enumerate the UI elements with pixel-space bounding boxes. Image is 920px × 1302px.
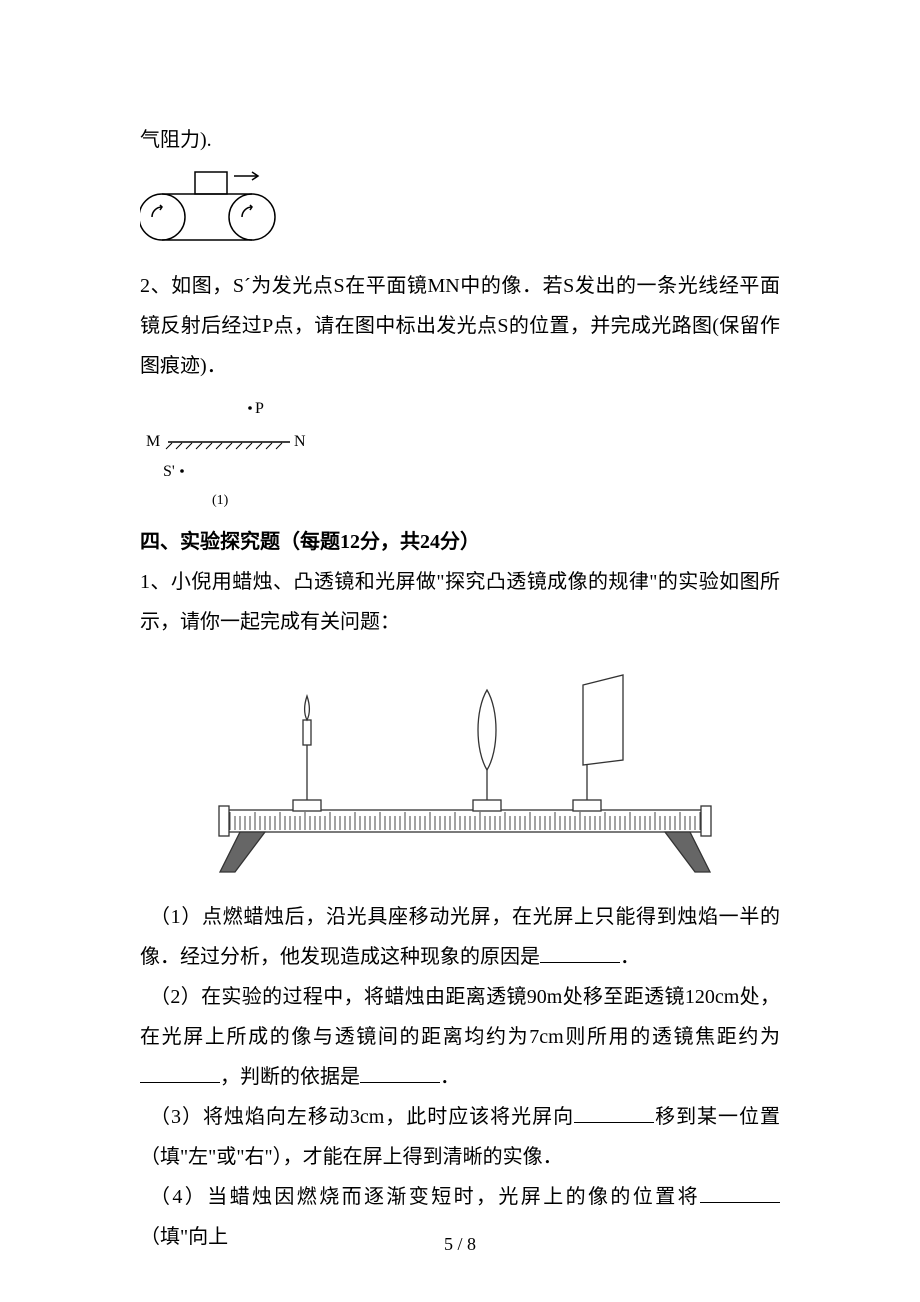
s4-q1-p3: （3）将烛焰向左移动3cm，此时应该将光屏向移到某一位置（填"左"或"右"），才… (140, 1097, 780, 1177)
s4-q1-p2: （2）在实验的过程中，将蜡烛由距离透镜90m处移至距透镜120cm处，在光屏上所… (140, 977, 780, 1097)
s4-q1-p2c: ． (440, 1066, 460, 1088)
intro-tail-text: 气阻力). (140, 120, 780, 160)
mirror-diagram: P M N S' (1) (140, 394, 340, 514)
page-footer: 5 / 8 (0, 1226, 920, 1262)
label-m: M (146, 433, 160, 450)
s4-q1-text: 1、小倪用蜡烛、凸透镜和光屏做"探究凸透镜成像的规律"的实验如图所示，请你一起完… (140, 562, 780, 642)
diagram2-caption: (1) (212, 493, 229, 508)
blank-2 (140, 1064, 220, 1083)
blank-3 (360, 1064, 440, 1083)
s4-q1-p1b: ． (620, 946, 640, 968)
blank-5 (700, 1184, 780, 1203)
s4-q1-p3a: （3）将烛焰向左移动3cm，此时应该将光屏向 (150, 1106, 574, 1128)
label-sprime: S' (163, 463, 175, 480)
label-n: N (294, 433, 306, 450)
s4-q1-p2a: （2）在实验的过程中，将蜡烛由距离透镜90m处移至距透镜120cm处，在光屏上所… (140, 986, 780, 1048)
s4-q1-p2b: ，判断的依据是 (220, 1066, 360, 1088)
blank-1 (540, 944, 620, 963)
blank-4 (574, 1104, 654, 1123)
optical-bench-diagram (185, 660, 745, 875)
q2-text: 2、如图，S´为发光点S在平面镜MN中的像．若S发出的一条光线经平面镜反射后经过… (140, 266, 780, 386)
label-p: P (255, 400, 264, 417)
s4-q1-p4a: （4）当蜡烛因燃烧而逐渐变短时，光屏上的像的位置将 (150, 1186, 700, 1208)
s4-q1-p1a: （1）点燃蜡烛后，沿光具座移动光屏，在光屏上只能得到烛焰一半的像．经过分析，他发… (140, 906, 780, 968)
s4-q1-p1: （1）点燃蜡烛后，沿光具座移动光屏，在光屏上只能得到烛焰一半的像．经过分析，他发… (140, 897, 780, 977)
section4-heading: 四、实验探究题（每题12分，共24分） (140, 522, 780, 562)
conveyor-diagram (140, 168, 280, 258)
document-page: 气阻力). 2、如图，S´为发光点S在平面镜MN中的像．若S发出的一条光线经平面… (0, 0, 920, 1302)
